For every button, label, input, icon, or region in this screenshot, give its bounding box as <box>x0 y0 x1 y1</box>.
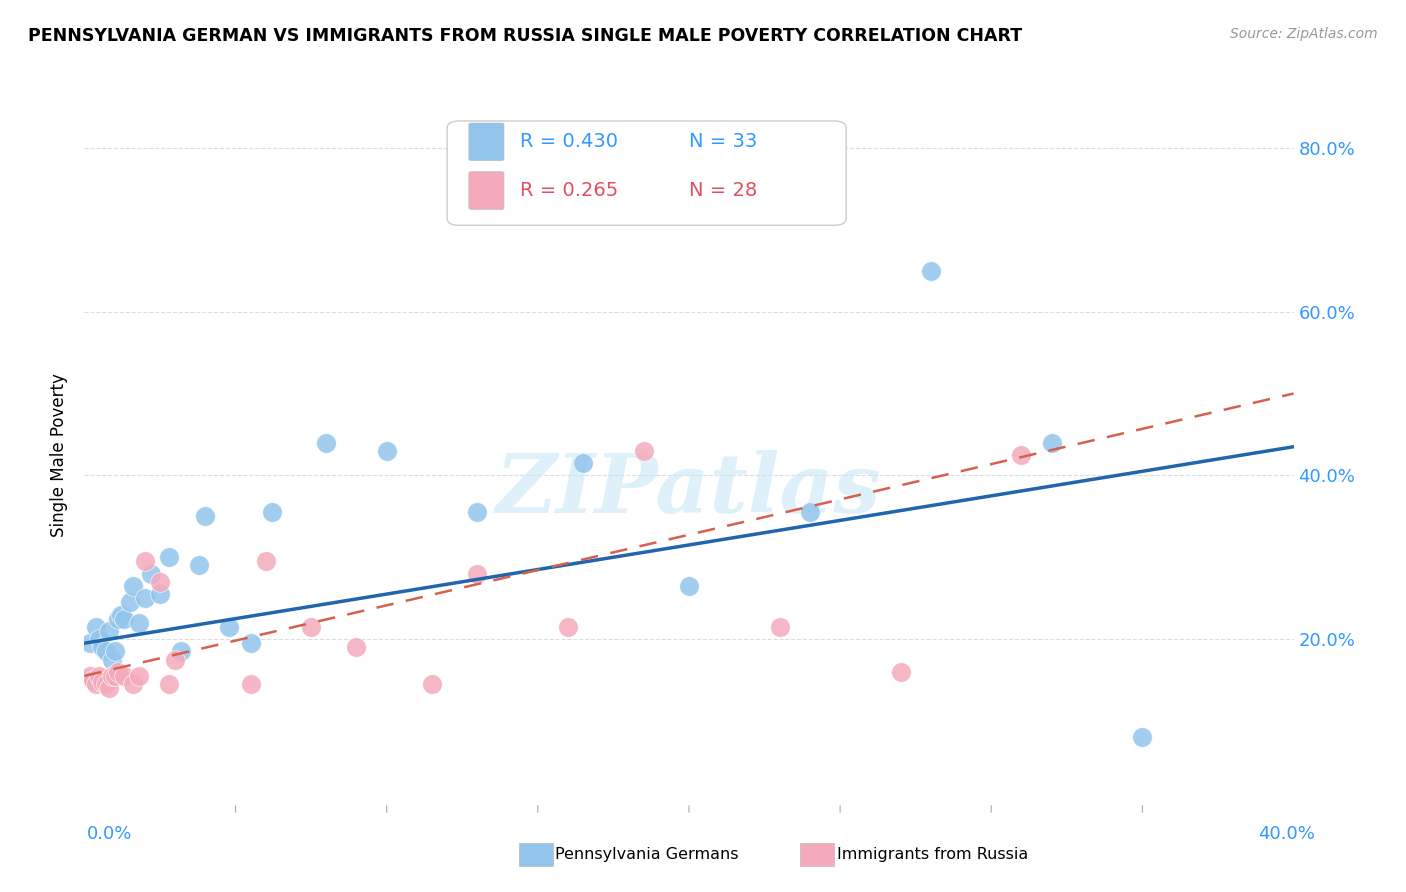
Point <box>100 652 122 666</box>
Point <box>467 566 489 581</box>
Point <box>112 669 135 683</box>
Point <box>170 644 193 658</box>
Point <box>346 640 368 655</box>
Point <box>79 669 101 683</box>
Point <box>94 677 117 691</box>
Point <box>194 509 217 524</box>
Point <box>157 677 180 691</box>
Point <box>128 669 150 683</box>
FancyBboxPatch shape <box>447 121 846 226</box>
Point <box>104 669 127 683</box>
Point <box>239 636 262 650</box>
Point <box>920 264 942 278</box>
Point <box>82 673 104 687</box>
Point <box>678 579 700 593</box>
Point <box>1040 435 1063 450</box>
Point <box>94 644 117 658</box>
Point <box>79 636 101 650</box>
Point <box>86 677 108 691</box>
Point <box>1130 731 1153 745</box>
FancyBboxPatch shape <box>468 123 503 161</box>
Point <box>315 435 337 450</box>
Point <box>121 677 143 691</box>
Point <box>254 554 277 568</box>
Point <box>218 620 240 634</box>
Point <box>110 607 132 622</box>
Point <box>572 456 595 470</box>
Text: R = 0.265: R = 0.265 <box>520 181 617 200</box>
Text: N = 33: N = 33 <box>689 132 758 152</box>
Point <box>799 505 821 519</box>
Text: Immigrants from Russia: Immigrants from Russia <box>837 847 1028 862</box>
Point <box>107 612 129 626</box>
Text: R = 0.430: R = 0.430 <box>520 132 617 152</box>
Point <box>134 591 156 606</box>
Point <box>375 443 398 458</box>
Point <box>128 615 150 630</box>
Point <box>633 443 655 458</box>
FancyBboxPatch shape <box>468 172 503 210</box>
Point <box>890 665 912 679</box>
Point <box>104 644 127 658</box>
Text: N = 28: N = 28 <box>689 181 758 200</box>
Point <box>165 652 187 666</box>
Point <box>157 550 180 565</box>
Point <box>97 681 120 696</box>
Point <box>420 677 443 691</box>
Point <box>107 665 129 679</box>
Point <box>1011 448 1033 462</box>
Point <box>118 595 141 609</box>
Point <box>769 620 792 634</box>
Point <box>239 677 262 691</box>
Point <box>299 620 322 634</box>
Point <box>112 612 135 626</box>
Point <box>91 640 114 655</box>
Point <box>89 632 111 646</box>
Point <box>89 669 111 683</box>
Point <box>86 620 108 634</box>
Text: Source: ZipAtlas.com: Source: ZipAtlas.com <box>1230 27 1378 41</box>
Text: Pennsylvania Germans: Pennsylvania Germans <box>555 847 740 862</box>
Point <box>467 505 489 519</box>
Point <box>121 579 143 593</box>
Point <box>100 669 122 683</box>
Point <box>149 574 172 589</box>
Text: 0.0%: 0.0% <box>87 825 132 843</box>
Point <box>149 587 172 601</box>
Text: 40.0%: 40.0% <box>1258 825 1315 843</box>
Point <box>91 674 114 689</box>
Point <box>188 558 211 573</box>
Y-axis label: Single Male Poverty: Single Male Poverty <box>51 373 69 537</box>
Text: PENNSYLVANIA GERMAN VS IMMIGRANTS FROM RUSSIA SINGLE MALE POVERTY CORRELATION CH: PENNSYLVANIA GERMAN VS IMMIGRANTS FROM R… <box>28 27 1022 45</box>
Point <box>139 566 162 581</box>
Point <box>134 554 156 568</box>
Point <box>557 620 579 634</box>
Point <box>260 505 283 519</box>
Text: ZIPatlas: ZIPatlas <box>496 450 882 530</box>
Point <box>97 624 120 638</box>
